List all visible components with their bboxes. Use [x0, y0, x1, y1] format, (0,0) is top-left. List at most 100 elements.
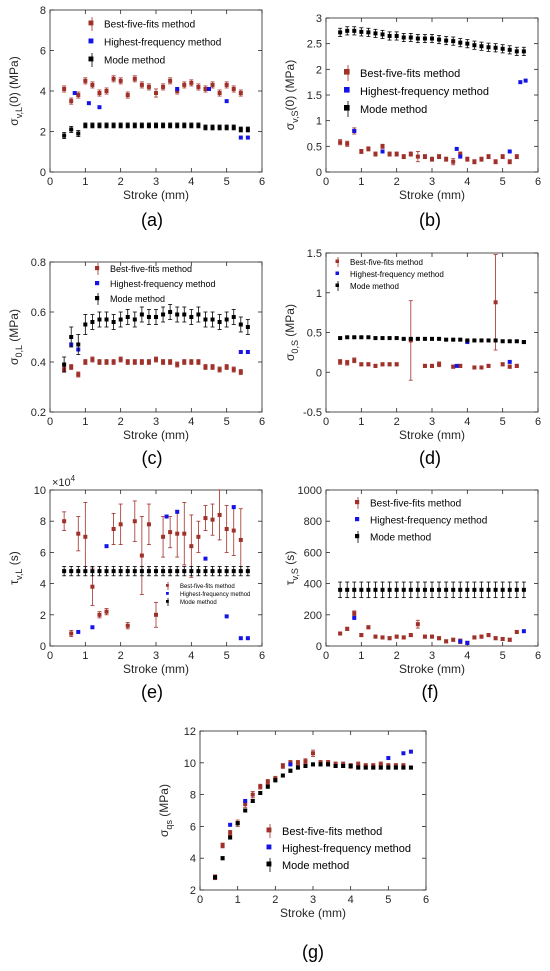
- data-point: [348, 763, 353, 768]
- data-point: [458, 587, 463, 592]
- panel-label: (a): [141, 210, 163, 230]
- x-tick-label: 5: [224, 416, 230, 428]
- data-point: [458, 639, 463, 644]
- data-point: [72, 91, 77, 96]
- y-axis-label: σv,S(0) (MPa): [283, 60, 300, 130]
- series-best-five-fits-method: [62, 489, 243, 638]
- data-point: [523, 78, 528, 83]
- data-point: [69, 335, 74, 339]
- data-point: [422, 36, 427, 41]
- data-point: [86, 101, 91, 106]
- y-tick-label: 0: [316, 367, 322, 379]
- data-point: [454, 146, 459, 151]
- legend-marker: [266, 827, 272, 833]
- data-point: [430, 587, 434, 592]
- data-point: [338, 359, 343, 364]
- data-point: [228, 835, 233, 840]
- data-point: [97, 105, 102, 110]
- data-point: [444, 38, 449, 43]
- data-point: [373, 336, 378, 341]
- data-point: [514, 154, 519, 159]
- data-point: [220, 843, 225, 848]
- data-point: [238, 127, 243, 132]
- data-point: [154, 91, 158, 96]
- data-point: [444, 587, 449, 592]
- x-tick-label: 2: [118, 416, 124, 428]
- data-point: [217, 569, 222, 574]
- y-tick-label: 10: [34, 485, 46, 497]
- data-point: [104, 544, 109, 549]
- data-point: [401, 587, 406, 592]
- data-point: [224, 614, 229, 619]
- y-tick-label: 8: [190, 790, 196, 802]
- data-point: [69, 127, 74, 132]
- data-point: [104, 569, 109, 574]
- x-tick-label: 5: [385, 894, 391, 906]
- data-point: [514, 49, 519, 54]
- y-tick-label: 0: [40, 641, 46, 653]
- y-tick-label: 12: [184, 726, 196, 738]
- legend: Best-five-fits method Highest-frequency m…: [266, 824, 411, 872]
- y-axis-label: τv,S (s): [283, 551, 300, 585]
- data-point: [387, 636, 392, 641]
- series-highest-frequency-method: [72, 86, 250, 140]
- panel-label: (c): [142, 448, 163, 468]
- legend-marker: [355, 517, 360, 522]
- data-point: [203, 125, 208, 130]
- data-point: [250, 798, 255, 803]
- data-point: [62, 362, 67, 367]
- data-point: [168, 78, 173, 83]
- data-point: [224, 527, 229, 531]
- x-tick-label: 4: [188, 416, 194, 428]
- y-axis-symbol: τ: [283, 580, 297, 585]
- data-point: [486, 338, 491, 343]
- data-point: [401, 765, 406, 770]
- data-point: [458, 363, 463, 368]
- data-point: [231, 125, 236, 130]
- data-point: [338, 336, 343, 341]
- data-point: [90, 584, 95, 589]
- legend-marker: [166, 600, 169, 603]
- x-tick-label: 2: [118, 650, 124, 662]
- x-tick-label: 3: [429, 176, 435, 188]
- data-point: [352, 611, 357, 616]
- x-tick-label: 0: [47, 650, 53, 662]
- y-axis-unit: (s): [7, 551, 21, 568]
- data-point: [295, 765, 300, 770]
- data-point: [345, 335, 350, 340]
- data-point: [175, 362, 180, 367]
- data-point: [500, 587, 505, 592]
- data-point: [111, 76, 116, 81]
- data-point: [472, 159, 477, 164]
- data-point: [493, 159, 498, 164]
- data-point: [83, 360, 88, 364]
- data-point: [345, 360, 350, 365]
- data-point: [210, 517, 215, 522]
- data-point: [394, 362, 399, 367]
- y-tick-label: 1.5: [307, 90, 322, 102]
- y-tick-label: 8: [40, 516, 46, 528]
- data-point: [62, 86, 67, 91]
- legend-entry: Best-five-fits method: [370, 499, 461, 510]
- series-best-five-fits-method: [62, 356, 243, 378]
- series-mode-method: [213, 762, 413, 880]
- series-mode-method: [338, 335, 526, 345]
- x-tick-label: 2: [272, 894, 278, 906]
- data-point: [168, 310, 173, 314]
- legend-entry: Highest-frequency method: [360, 86, 489, 98]
- data-point: [210, 125, 215, 130]
- data-point: [97, 317, 102, 322]
- data-point: [111, 320, 116, 324]
- data-point: [472, 587, 477, 592]
- data-point: [146, 569, 151, 574]
- data-point: [500, 362, 505, 367]
- data-point: [422, 154, 427, 159]
- data-point: [207, 86, 211, 91]
- data-point: [203, 569, 208, 574]
- data-point: [104, 89, 109, 93]
- data-point: [338, 140, 343, 145]
- data-point: [507, 637, 512, 642]
- data-point: [437, 154, 442, 159]
- data-point: [493, 636, 498, 641]
